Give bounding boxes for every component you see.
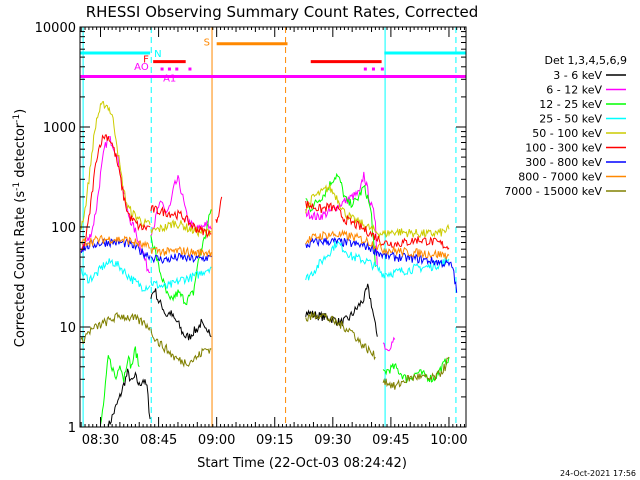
series-4 bbox=[80, 240, 450, 292]
series-line bbox=[305, 240, 450, 281]
flag-a1-dot bbox=[167, 67, 171, 71]
y-tick-label: 1 bbox=[68, 421, 76, 436]
series-line bbox=[305, 200, 450, 251]
series-line bbox=[107, 368, 151, 428]
series-line bbox=[305, 283, 378, 337]
x-tick-label: 08:30 bbox=[82, 433, 119, 448]
flag-a1-dot bbox=[188, 67, 192, 71]
y-tick-label: 10 bbox=[59, 321, 76, 336]
y-tick-label: 1000 bbox=[43, 121, 76, 136]
legend-label: 7000 - 15000 keV bbox=[504, 185, 602, 198]
series-line bbox=[80, 134, 151, 253]
series-line bbox=[305, 172, 376, 267]
series-line bbox=[150, 204, 212, 239]
series-line bbox=[150, 328, 212, 368]
flag-s-label: S bbox=[204, 38, 210, 49]
series-line bbox=[150, 288, 212, 341]
legend-label: 25 - 50 keV bbox=[539, 113, 602, 126]
series-8 bbox=[80, 229, 450, 260]
series-line bbox=[80, 234, 151, 250]
legend-label: 3 - 6 keV bbox=[553, 69, 602, 82]
flag-bars: NF S AO A1 bbox=[80, 38, 466, 84]
x-tick-label: 09:30 bbox=[314, 433, 351, 448]
chart-title: RHESSI Observing Summary Count Rates, Co… bbox=[86, 3, 479, 21]
series-line bbox=[100, 346, 140, 425]
x-tick-label: 08:45 bbox=[140, 433, 177, 448]
flag-f-label: F bbox=[143, 55, 149, 66]
series-line bbox=[305, 311, 376, 361]
flag-a1-label: A1 bbox=[163, 73, 176, 84]
legend-label: 12 - 25 keV bbox=[539, 98, 602, 111]
legend-label: 800 - 7000 keV bbox=[518, 171, 602, 184]
footer-timestamp: 24-Oct-2021 17:56 bbox=[560, 469, 636, 478]
series-line bbox=[150, 266, 212, 289]
legend-label: 50 - 100 keV bbox=[532, 127, 602, 140]
axes: 1 10 100 1000 10000 08:30 08:45 09:00 09:15 09:30… bbox=[35, 21, 468, 448]
series-line bbox=[382, 356, 450, 390]
flag-a1-dot bbox=[160, 67, 164, 71]
series-layer bbox=[80, 100, 458, 428]
y-tick-label: 10000 bbox=[35, 21, 76, 36]
x-tick-label: 09:45 bbox=[372, 433, 409, 448]
series-line bbox=[80, 312, 151, 345]
series-line bbox=[150, 219, 212, 238]
flag-n-label: N bbox=[154, 49, 161, 60]
y-tick-label: 100 bbox=[51, 221, 76, 236]
legend-label: 100 - 300 keV bbox=[525, 142, 602, 155]
legend-label: 6 - 12 keV bbox=[546, 84, 602, 97]
series-line bbox=[215, 196, 223, 223]
series-line bbox=[80, 258, 151, 292]
series-line bbox=[80, 100, 151, 230]
flag-a1-dot bbox=[175, 67, 179, 71]
y-axis-label: Corrected Count Rate (s-1 detector-1) bbox=[12, 109, 28, 347]
series-9 bbox=[80, 311, 450, 390]
series-line bbox=[305, 184, 450, 239]
legend-label: 300 - 800 keV bbox=[525, 156, 602, 169]
x-tick-label: 10:00 bbox=[430, 433, 467, 448]
flag-a1-dot bbox=[371, 67, 375, 71]
x-tick-label: 09:15 bbox=[256, 433, 293, 448]
series-5 bbox=[80, 100, 450, 239]
series-6 bbox=[80, 134, 450, 253]
vertical-markers bbox=[82, 27, 457, 427]
series-1 bbox=[107, 283, 378, 428]
legend-title: Det 1,3,4,5,6,9 bbox=[544, 54, 627, 67]
x-tick-label: 09:00 bbox=[198, 433, 235, 448]
flag-a1-dot bbox=[363, 67, 367, 71]
series-line bbox=[382, 336, 396, 352]
series-line bbox=[382, 357, 450, 384]
series-line bbox=[150, 246, 212, 258]
series-line bbox=[150, 175, 212, 237]
series-line bbox=[150, 252, 212, 264]
flag-a1-dot bbox=[380, 67, 384, 71]
x-axis-label: Start Time (22-Oct-03 08:24:42) bbox=[197, 456, 407, 471]
flag-a0-label: AO bbox=[134, 62, 149, 73]
series-line bbox=[305, 171, 378, 267]
series-3 bbox=[100, 172, 450, 425]
series-line bbox=[305, 229, 450, 260]
